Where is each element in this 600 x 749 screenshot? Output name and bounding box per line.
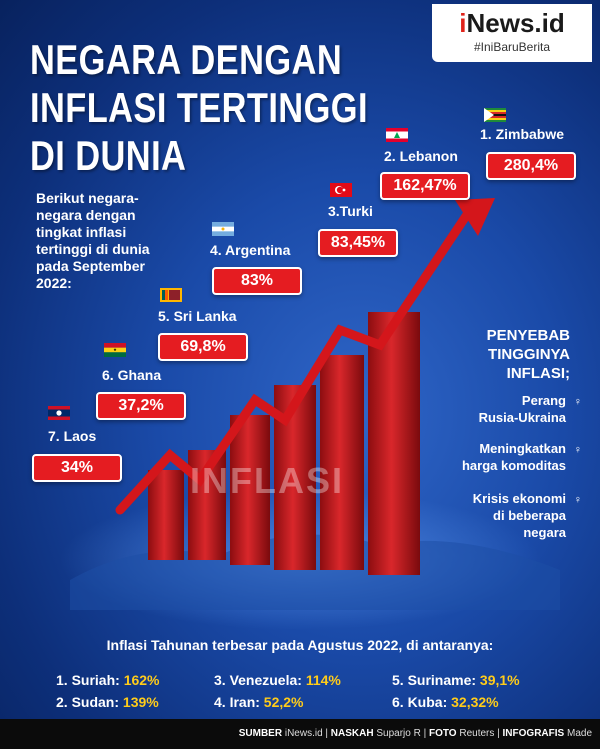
annual-item-label: 4. Iran:	[214, 694, 260, 710]
cause-item-1: Perang Rusia-Ukraina	[479, 392, 566, 426]
cause-item-2: Meningkatkan harga komoditas	[462, 440, 566, 474]
annual-item-venezuela: 3. Venezuela: 114%	[214, 672, 341, 688]
value-badge-sri-lanka: 69,8%	[158, 333, 248, 361]
cause-item-3: Krisis ekonomi di beberapa negara	[473, 490, 566, 541]
annual-item-value: 39,1%	[479, 672, 520, 688]
value-badge-zimbabwe: 280,4%	[486, 152, 576, 180]
credits-footer: SUMBER iNews.id | NASKAH Suparjo R | FOT…	[0, 719, 600, 749]
cause-item-1-line-1: Perang	[521, 393, 566, 408]
footer-infografis-label: INFOGRAFIS	[502, 728, 565, 739]
footer-sumber-label: SUMBER	[238, 728, 283, 739]
country-label-ghana: 6. Ghana	[102, 367, 162, 383]
rising-arrow	[115, 198, 495, 515]
annual-inflation-heading: Inflasi Tahunan terbesar pada Agustus 20…	[106, 637, 494, 653]
country-label-laos: 7. Laos	[48, 428, 97, 444]
annual-item-label: 6. Kuba:	[392, 694, 448, 710]
causes-heading-line-2: TINGGINYA	[488, 346, 570, 363]
title-line-3: DI DUNIA	[30, 132, 187, 179]
title-line-1: NEGARA DENGAN	[30, 36, 343, 83]
bar-3	[230, 415, 270, 565]
bar-1	[148, 470, 184, 560]
inflasi-watermark: INFLASI	[190, 460, 344, 501]
footer-foto-label: FOTO	[428, 728, 457, 739]
turkey-flag-icon	[330, 183, 352, 197]
causes-heading-line-3: INFLASI;	[506, 365, 570, 382]
value-badge-turki: 83,45%	[318, 229, 398, 257]
bar-6	[368, 312, 420, 575]
causes-heading: PENYEBAB TINGGINYA INFLASI;	[487, 326, 570, 383]
country-label-turki: 3.Turki	[328, 203, 373, 219]
intro-text: Berikut negara-negara dengan tingkat inf…	[36, 190, 150, 291]
value-badge-lebanon: 162,47%	[380, 172, 470, 200]
causes-heading-line-1: PENYEBAB	[486, 327, 570, 344]
country-label-lebanon: 2. Lebanon	[384, 148, 458, 164]
cause-item-3-line-3: negara	[523, 525, 566, 540]
annual-item-kuba: 6. Kuba: 32,32%	[392, 694, 499, 710]
footer-sumber: iNews.id	[284, 728, 323, 739]
country-label-zimbabwe: 1. Zimbabwe	[480, 126, 565, 142]
annual-item-value: 32,32%	[451, 694, 499, 710]
bar-5	[320, 355, 364, 570]
cause-item-3-line-2: di beberapa	[493, 508, 566, 523]
pin-icon: ♀	[573, 396, 582, 408]
annual-item-label: 5. Suriname:	[392, 672, 477, 688]
cause-item-1-line-2: Rusia-Ukraina	[478, 410, 566, 425]
pin-icon: ♀	[573, 444, 582, 456]
lebanon-flag-icon	[386, 128, 408, 142]
annual-item-value: 114%	[305, 672, 341, 688]
footer-naskah: Suparjo R	[376, 728, 421, 739]
value-badge-ghana: 37,2%	[96, 392, 186, 420]
annual-item-label: 1. Suriah:	[56, 672, 120, 688]
annual-item-sudan: 2. Sudan: 139%	[56, 694, 159, 710]
cause-item-3-line-1: Krisis ekonomi	[472, 491, 566, 506]
brand-name: iNews.id	[432, 8, 592, 39]
footer-naskah-label: NASKAH	[330, 728, 374, 739]
brand-name-i: i	[459, 8, 467, 38]
footer-foto: Reuters	[459, 728, 495, 739]
annual-item-iran: 4. Iran: 52,2%	[214, 694, 304, 710]
value-badge-laos: 34%	[32, 454, 122, 482]
pin-icon: ♀	[573, 494, 582, 506]
title-line-2: INFLASI TERTINGGI	[30, 84, 368, 131]
laos-flag-icon	[48, 406, 70, 420]
annual-item-suriname: 5. Suriname: 39,1%	[392, 672, 520, 688]
annual-item-value: 52,2%	[263, 694, 304, 710]
cause-item-2-line-2: harga komoditas	[461, 458, 566, 473]
country-label-sri-lanka: 5. Sri Lanka	[158, 308, 237, 324]
sri-lanka-flag-icon	[160, 288, 182, 302]
country-label-argentina: 4. Argentina	[210, 242, 291, 258]
annual-item-suriah: 1. Suriah: 162%	[56, 672, 160, 688]
annual-item-label: 2. Sudan:	[56, 694, 120, 710]
argentina-flag-icon	[212, 222, 234, 236]
page-title: NEGARA DENGAN INFLASI TERTINGGI DI DUNIA	[30, 36, 368, 180]
footer-infografis: Made	[566, 728, 592, 739]
annual-item-label: 3. Venezuela:	[214, 672, 302, 688]
ghana-flag-icon	[104, 343, 126, 357]
annual-item-value: 139%	[122, 694, 159, 710]
zimbabwe-flag-icon	[484, 108, 506, 122]
cause-item-2-line-1: Meningkatkan	[479, 441, 566, 456]
brand-name-rest: News.id	[466, 8, 565, 38]
brand-tagline: #IniBaruBerita	[473, 40, 551, 54]
inews-logo: iNews.id #IniBaruBerita	[432, 4, 592, 62]
value-badge-argentina: 83%	[212, 267, 302, 295]
annual-item-value: 162%	[123, 672, 160, 688]
